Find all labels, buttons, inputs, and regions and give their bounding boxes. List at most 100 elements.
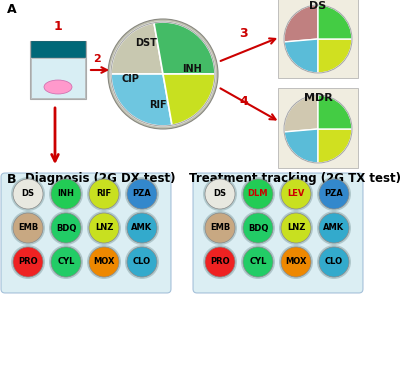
Circle shape (11, 245, 45, 279)
Text: B: B (7, 173, 16, 186)
Circle shape (241, 245, 275, 279)
Circle shape (243, 179, 273, 209)
Text: AMK: AMK (132, 224, 152, 233)
FancyBboxPatch shape (1, 173, 171, 293)
FancyBboxPatch shape (278, 88, 358, 168)
Text: INH: INH (58, 190, 74, 199)
Circle shape (127, 247, 157, 277)
Text: MDR: MDR (304, 93, 332, 103)
Circle shape (51, 247, 81, 277)
Text: DS: DS (214, 190, 226, 199)
Wedge shape (154, 22, 215, 74)
Circle shape (203, 245, 237, 279)
Wedge shape (111, 74, 172, 126)
Wedge shape (318, 39, 352, 73)
Text: EMB: EMB (18, 224, 38, 233)
Circle shape (11, 211, 45, 245)
Text: Diagnosis (2G DX test): Diagnosis (2G DX test) (25, 172, 175, 185)
Text: DLM: DLM (248, 190, 268, 199)
Circle shape (203, 177, 237, 211)
Circle shape (205, 247, 235, 277)
Circle shape (11, 177, 45, 211)
Circle shape (125, 177, 159, 211)
FancyBboxPatch shape (193, 173, 363, 293)
Circle shape (125, 245, 159, 279)
Circle shape (13, 179, 43, 209)
Text: DS: DS (22, 190, 34, 199)
Text: RIF: RIF (149, 100, 166, 110)
Circle shape (13, 213, 43, 243)
Circle shape (241, 177, 275, 211)
Wedge shape (111, 23, 163, 74)
Circle shape (279, 245, 313, 279)
Circle shape (319, 179, 349, 209)
Circle shape (13, 247, 43, 277)
Text: 3: 3 (240, 27, 248, 40)
Text: BDQ: BDQ (56, 224, 76, 233)
Wedge shape (284, 39, 318, 73)
Circle shape (127, 213, 157, 243)
Circle shape (243, 247, 273, 277)
Text: MOX: MOX (285, 257, 307, 267)
Circle shape (281, 179, 311, 209)
Text: CLO: CLO (133, 257, 151, 267)
Circle shape (108, 19, 218, 129)
Circle shape (205, 213, 235, 243)
Wedge shape (318, 5, 352, 39)
Text: AMK: AMK (324, 224, 344, 233)
Circle shape (89, 179, 119, 209)
Circle shape (319, 247, 349, 277)
Circle shape (127, 179, 157, 209)
FancyBboxPatch shape (31, 58, 85, 98)
Text: RIF: RIF (96, 190, 112, 199)
Circle shape (319, 213, 349, 243)
Circle shape (89, 213, 119, 243)
Circle shape (281, 213, 311, 243)
Circle shape (87, 245, 121, 279)
Circle shape (49, 211, 83, 245)
Circle shape (87, 177, 121, 211)
Text: PRO: PRO (210, 257, 230, 267)
Text: PRO: PRO (18, 257, 38, 267)
Text: Treatment tracking (2G TX test): Treatment tracking (2G TX test) (189, 172, 400, 185)
Text: MOX: MOX (93, 257, 115, 267)
FancyBboxPatch shape (31, 41, 85, 57)
Text: PZA: PZA (325, 190, 343, 199)
Wedge shape (284, 5, 318, 42)
Text: DS: DS (309, 1, 327, 11)
Circle shape (281, 247, 311, 277)
Circle shape (89, 247, 119, 277)
FancyBboxPatch shape (30, 41, 86, 99)
Text: 2: 2 (93, 54, 101, 64)
Wedge shape (318, 95, 352, 129)
Text: CLO: CLO (325, 257, 343, 267)
Text: LNZ: LNZ (287, 224, 305, 233)
Text: CIP: CIP (121, 75, 139, 84)
Circle shape (51, 213, 81, 243)
Circle shape (279, 177, 313, 211)
FancyBboxPatch shape (278, 0, 358, 78)
Text: 1: 1 (54, 20, 62, 33)
Circle shape (317, 211, 351, 245)
Text: CYL: CYL (249, 257, 267, 267)
Text: INH: INH (182, 63, 202, 74)
Text: A: A (7, 3, 17, 16)
Circle shape (125, 211, 159, 245)
Circle shape (279, 211, 313, 245)
Circle shape (51, 179, 81, 209)
Text: LEV: LEV (287, 190, 305, 199)
Text: LNZ: LNZ (95, 224, 113, 233)
Text: DST: DST (136, 38, 158, 48)
Circle shape (205, 179, 235, 209)
Wedge shape (284, 129, 318, 163)
Text: PZA: PZA (133, 190, 151, 199)
Circle shape (203, 211, 237, 245)
Ellipse shape (44, 80, 72, 94)
Text: BDQ: BDQ (248, 224, 268, 233)
Circle shape (317, 177, 351, 211)
Text: 4: 4 (240, 95, 248, 108)
Circle shape (243, 213, 273, 243)
Circle shape (87, 211, 121, 245)
Wedge shape (284, 95, 318, 132)
Text: CYL: CYL (57, 257, 75, 267)
